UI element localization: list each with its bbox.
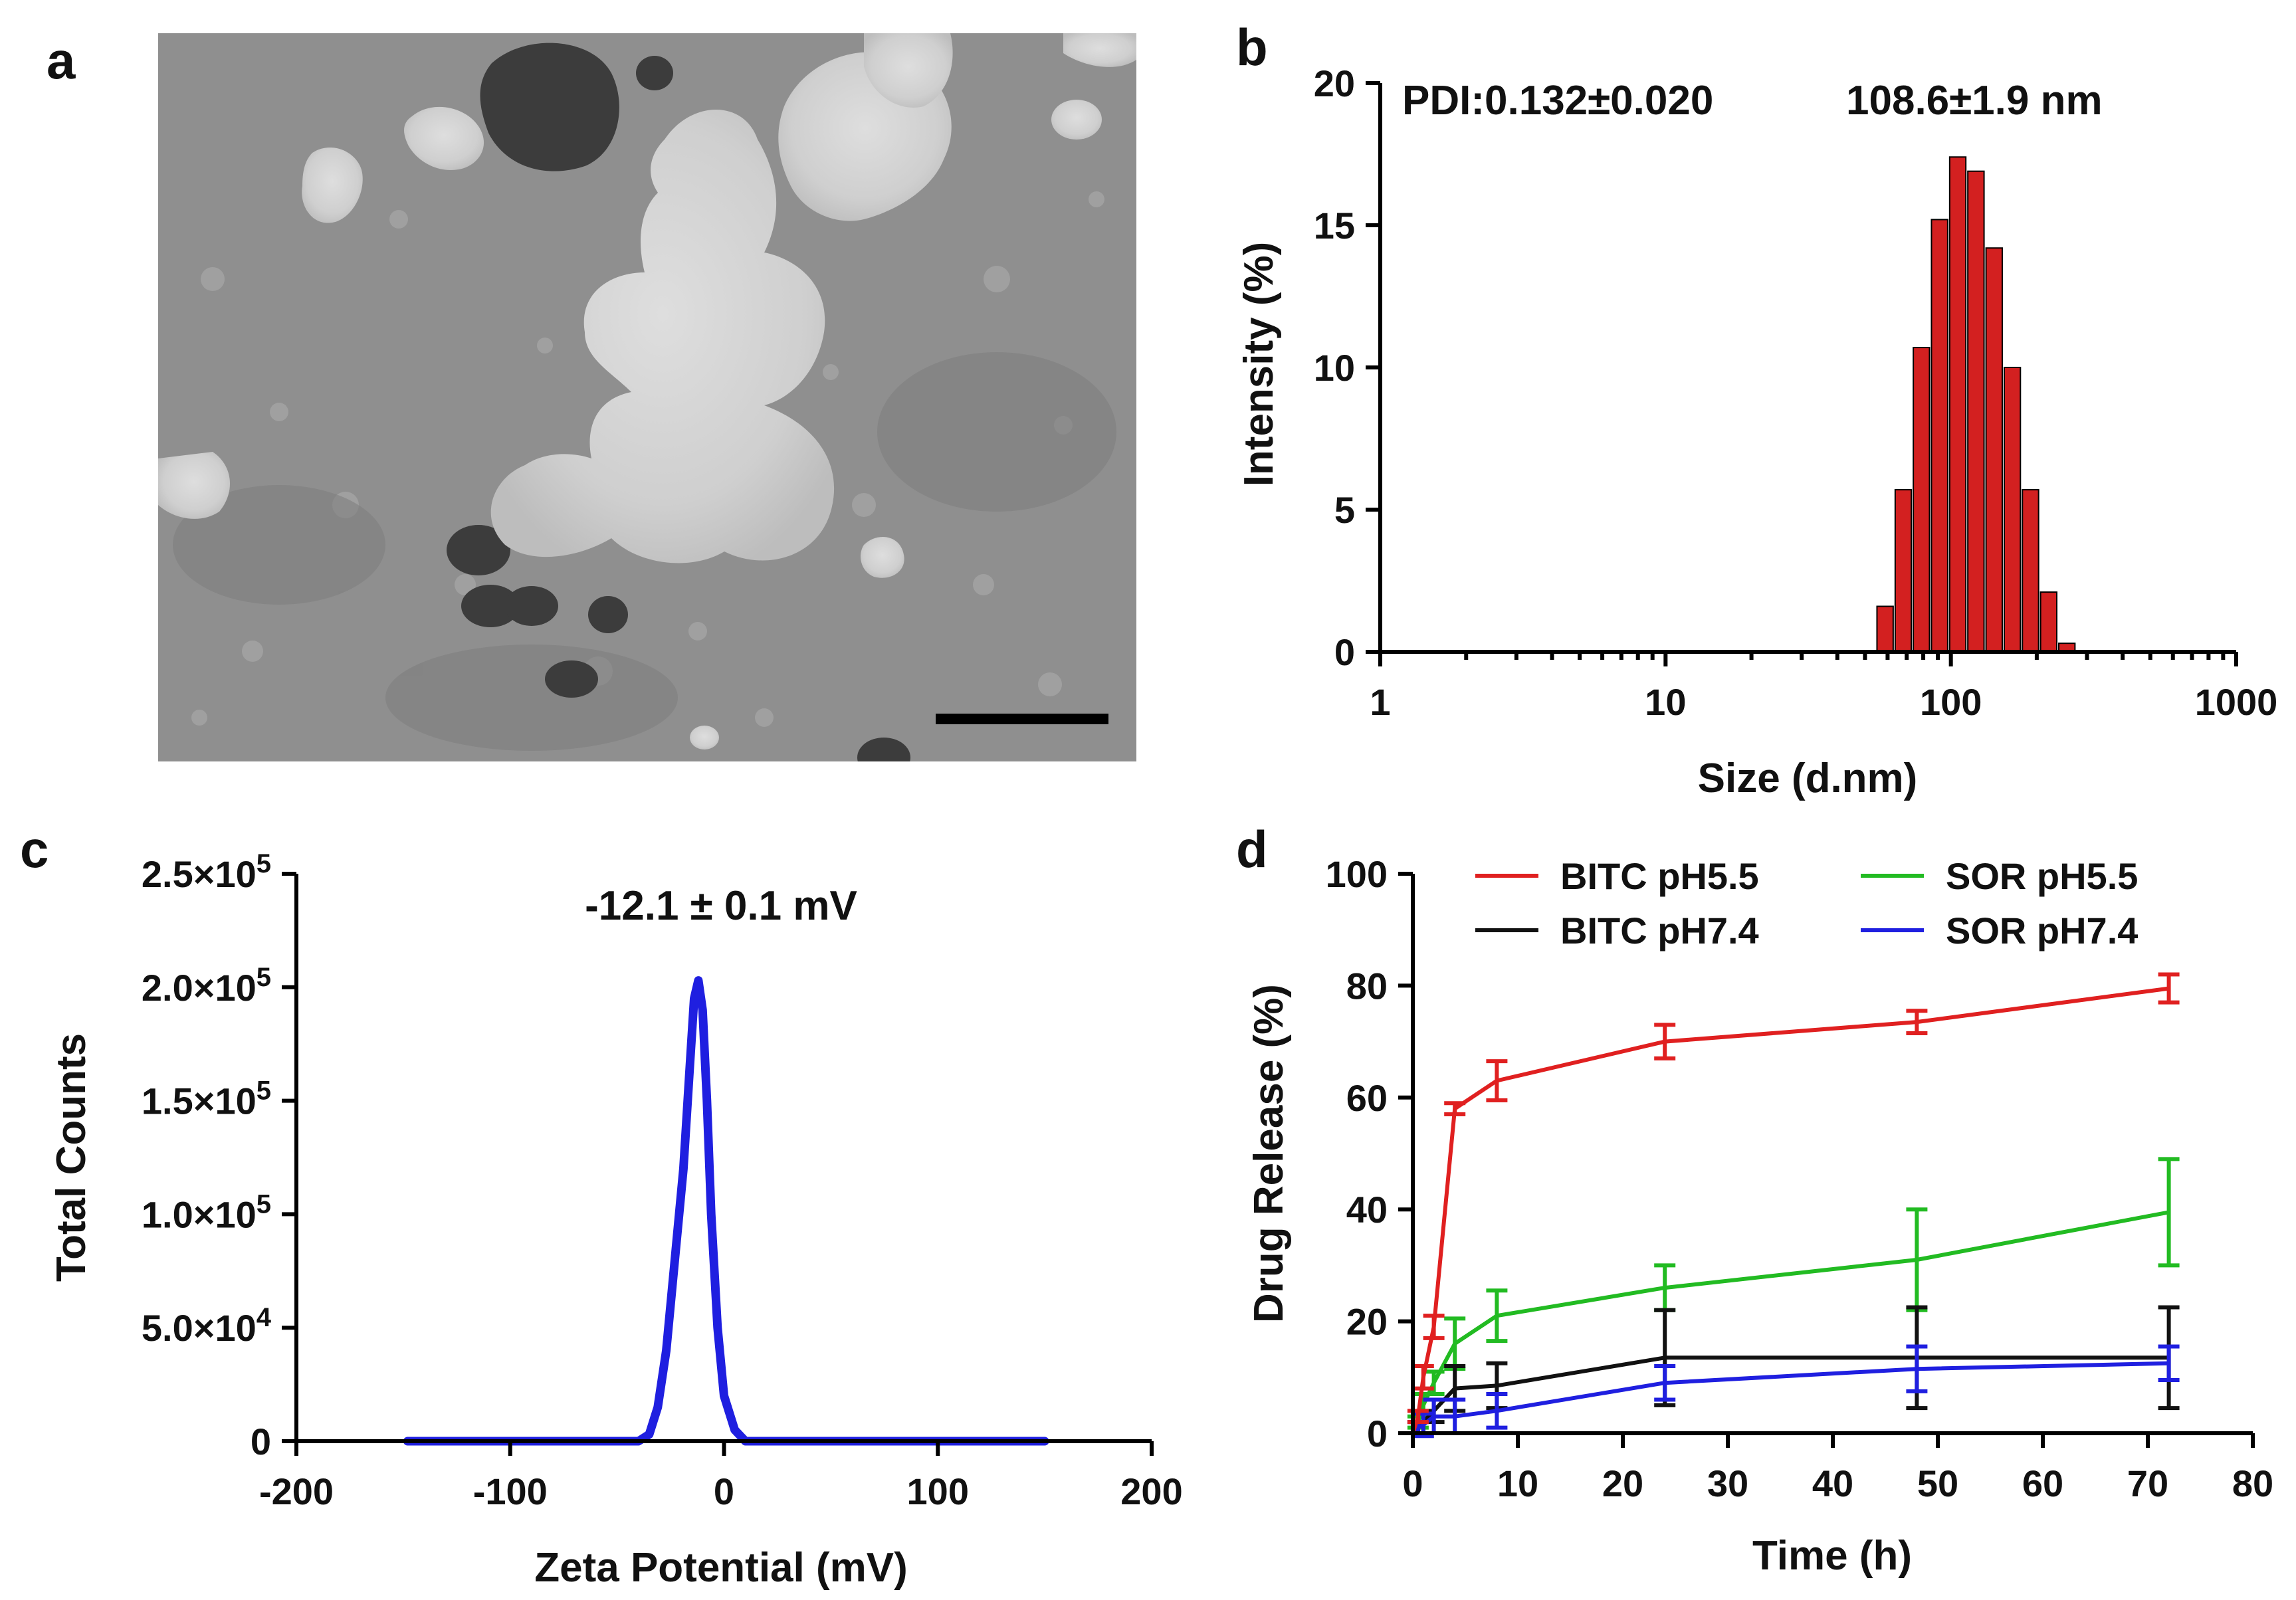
d-legend: BITC pH5.5 SOR pH5.5 BITC pH7.4 SOR pH7.4 [1475, 855, 2138, 951]
d-x-tick-label-2: 20 [1602, 1462, 1643, 1504]
c-x-tick-label-2: 0 [714, 1470, 734, 1512]
d-x-tick-label-5: 50 [1917, 1462, 1958, 1504]
d-legend-label-1: SOR pH5.5 [1946, 855, 2138, 897]
c-x-tick-label-3: 100 [907, 1470, 969, 1512]
d-legend-label-0: BITC pH5.5 [1560, 855, 1759, 897]
b-x-axis-title: Size (d.nm) [1698, 755, 1918, 801]
d-y-axis-title: Drug Release (%) [1246, 984, 1292, 1323]
panel-c-zeta-potential: -200 -100 0 100 200 0 5.0×104 1.0×105 1.5×105 2.0… [49, 849, 1183, 1591]
panel-d-drug-release: 0 10 20 30 40 50 60 70 80 0 20 40 60 80 100 Time (h) D… [1246, 853, 2273, 1579]
d-y-tick-label-4: 80 [1346, 965, 1388, 1007]
b-y-tick-label-1: 5 [1334, 489, 1355, 531]
d-legend-label-3: SOR pH7.4 [1946, 910, 2138, 951]
b-x-tick-label-0: 1 [1370, 681, 1390, 723]
b-bar-1 [1894, 489, 1913, 652]
d-line-sor-ph5-5 [1411, 1210, 2170, 1435]
d-x-tick-label-6: 60 [2022, 1462, 2063, 1504]
b-bar-2 [1913, 347, 1931, 652]
scale-bar [936, 714, 1108, 724]
d-x-tick-label-8: 80 [2232, 1462, 2273, 1504]
b-bar-9 [2039, 591, 2058, 652]
b-bar-0 [1876, 605, 1894, 653]
d-line-sor-ph7-4 [1411, 1361, 2169, 1435]
b-x-tick-label-2: 100 [1920, 681, 1982, 723]
c-zeta-line [403, 976, 1049, 1446]
c-y-tick-label-0: 0 [251, 1421, 271, 1462]
panel-letter-c: c [20, 820, 49, 878]
b-y-tick-label-2: 10 [1314, 347, 1355, 389]
c-y-tick-label-5: 2.5×105 [142, 849, 271, 895]
sem-micrograph [158, 33, 1136, 761]
d-y-tick-label-1: 20 [1346, 1301, 1388, 1343]
d-line-bitc-ph7-4 [1411, 1355, 2169, 1435]
d-x-tick-label-1: 10 [1497, 1462, 1538, 1504]
c-x-axis-title: Zeta Potential (mV) [534, 1545, 908, 1591]
b-y-tick-label-0: 0 [1334, 631, 1355, 673]
c-x-tick-label-0: -200 [259, 1470, 334, 1512]
d-series-sor-ph7-4 [1407, 1344, 2180, 1439]
d-y-tick-label-5: 100 [1326, 853, 1388, 895]
panel-letter-a: a [47, 31, 76, 90]
d-series-bitc-ph5-5 [1407, 972, 2180, 1434]
c-y-tick-label-2: 1.0×105 [142, 1189, 271, 1235]
b-size-annotation: 108.6±1.9 nm [1846, 78, 2103, 124]
b-bar-5 [1967, 170, 1985, 652]
d-y-tick-label-3: 60 [1346, 1077, 1388, 1119]
c-x-tick-label-1: -100 [473, 1470, 548, 1512]
d-x-tick-label-0: 0 [1402, 1462, 1423, 1504]
d-series-bitc-ph7-4 [1407, 1305, 2180, 1435]
b-x-tick-label-3: 1000 [2195, 681, 2278, 723]
b-x-tick-label-1: 10 [1645, 681, 1686, 723]
c-y-tick-label-4: 2.0×105 [142, 963, 271, 1009]
c-zeta-annotation: -12.1 ± 0.1 mV [585, 883, 857, 929]
b-y-axis-title: Intensity (%) [1236, 242, 1282, 487]
sem-darker-regions [173, 352, 1116, 751]
b-pdi-annotation: PDI:0.132±0.020 [1402, 78, 1713, 124]
d-y-tick-label-0: 0 [1367, 1413, 1388, 1454]
c-x-tick-label-4: 200 [1120, 1470, 1182, 1512]
c-y-axis-title: Total Counts [49, 1033, 94, 1282]
panel-letter-d: d [1236, 820, 1268, 878]
b-bar-6 [1985, 247, 2003, 652]
panel-b-size-distribution: 1 10 100 1000 0 5 10 15 20 Size (d.nm) Intensity… [1236, 62, 2277, 801]
b-bar-7 [2003, 367, 2022, 652]
d-x-tick-label-3: 30 [1707, 1462, 1748, 1504]
b-bar-3 [1931, 219, 1948, 652]
c-y-tick-label-1: 5.0×104 [142, 1303, 272, 1349]
d-x-tick-label-7: 70 [2127, 1462, 2168, 1504]
c-y-tick-label-3: 1.5×105 [142, 1076, 271, 1122]
b-y-tick-label-4: 20 [1314, 62, 1355, 104]
b-bar-4 [1948, 156, 1967, 652]
panel-letter-b: b [1236, 18, 1268, 76]
d-x-axis-title: Time (h) [1752, 1533, 1912, 1579]
sem-holes [447, 43, 910, 761]
b-y-tick-label-3: 15 [1314, 205, 1355, 247]
d-x-tick-label-4: 40 [1812, 1462, 1853, 1504]
sem-aggregates [158, 33, 1136, 750]
d-legend-label-2: BITC pH7.4 [1560, 910, 1759, 951]
d-y-tick-label-2: 40 [1346, 1189, 1388, 1231]
b-bar-8 [2022, 489, 2039, 652]
d-series-sor-ph5-5 [1407, 1157, 2180, 1435]
